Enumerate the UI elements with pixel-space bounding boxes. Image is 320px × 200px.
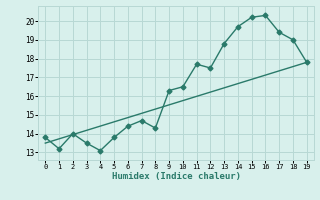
X-axis label: Humidex (Indice chaleur): Humidex (Indice chaleur) [111, 172, 241, 181]
